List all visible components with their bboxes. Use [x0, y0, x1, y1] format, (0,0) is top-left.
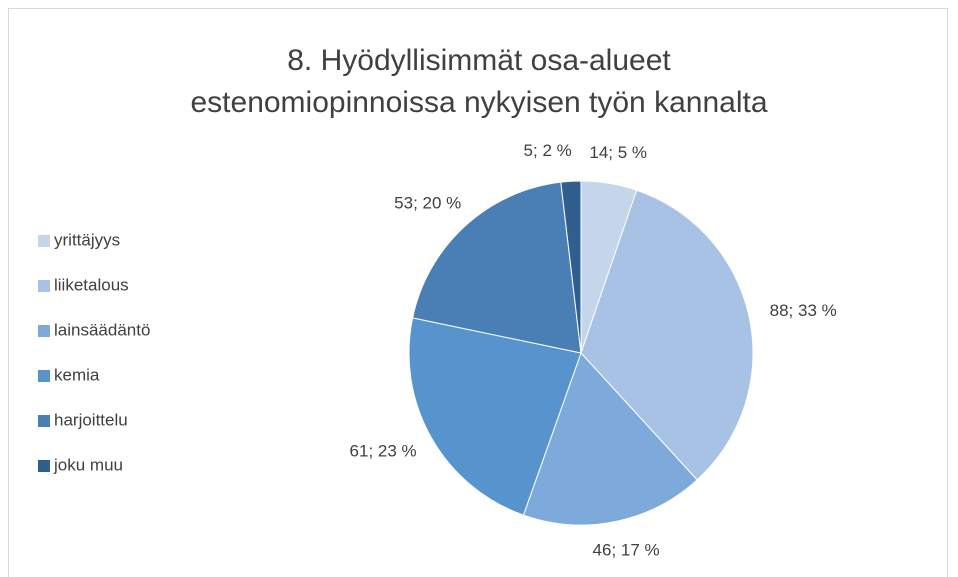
chart-frame [8, 8, 948, 577]
legend-swatch [38, 460, 50, 472]
data-label: 61; 23 % [350, 441, 417, 460]
legend-label: lainsäädäntö [54, 320, 150, 339]
legend-label: kemia [54, 365, 100, 384]
legend-swatch [38, 415, 50, 427]
legend-swatch [38, 370, 50, 382]
pie-slice [522, 352, 698, 526]
legend-label: joku muu [53, 455, 123, 474]
legend-label: yrittäjyys [54, 230, 120, 249]
legend-swatch [38, 235, 50, 247]
chart-title: 8. Hyödyllisimmät osa-alueet estenomiopi… [190, 44, 768, 119]
data-label: 53; 20 % [394, 193, 461, 212]
data-label: 88; 33 % [770, 301, 837, 320]
data-label: 14; 5 % [589, 143, 647, 162]
data-label: 5; 2 % [524, 141, 572, 160]
pie-slice [412, 181, 582, 354]
legend-swatch [38, 325, 50, 337]
legend-label: harjoittelu [54, 410, 128, 429]
legend-swatch [38, 280, 50, 292]
pie-slice [580, 189, 754, 481]
pie-slice [560, 180, 582, 354]
data-label: 46; 17 % [593, 540, 660, 559]
pie-slice [408, 317, 582, 516]
legend-label: liiketalous [54, 275, 129, 294]
